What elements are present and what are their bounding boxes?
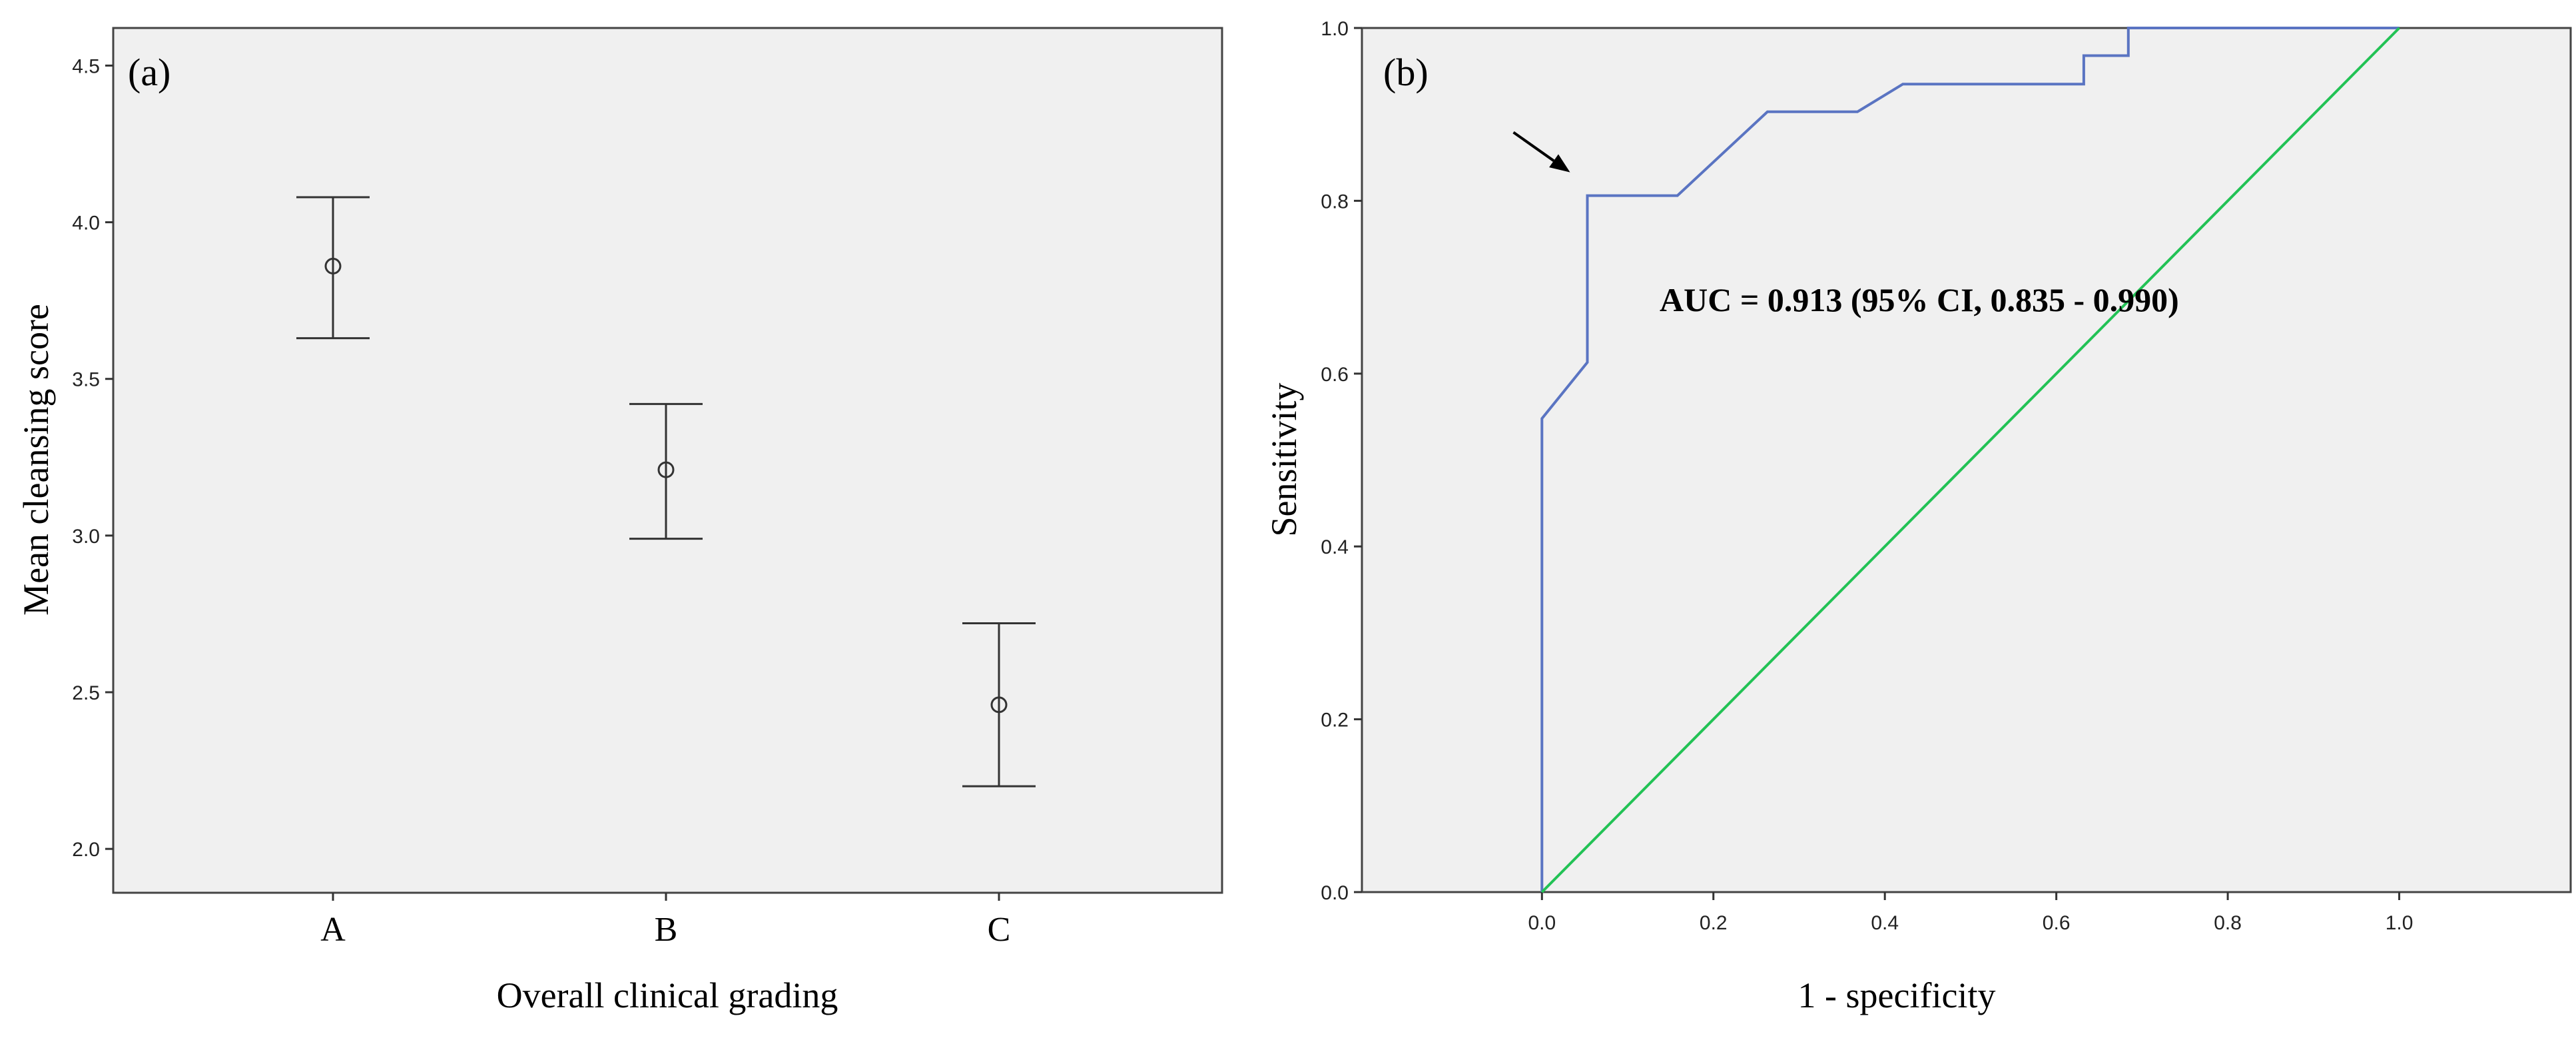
panel-b-x-tick-label: 0.4 xyxy=(1871,912,1899,934)
mean-marker-A xyxy=(324,257,342,274)
panel-b-y-tick-label: 0.4 xyxy=(1321,536,1349,558)
panel-b-arrow-head xyxy=(1549,154,1570,173)
panel-a-label: (a) xyxy=(128,51,170,94)
panel-b-y-tick-label: 0.6 xyxy=(1321,364,1349,386)
reference-diagonal xyxy=(1540,27,2401,893)
panel-b-x-tick-label: 0.6 xyxy=(2043,912,2071,934)
panel-a-plot-area xyxy=(112,27,1223,894)
panel-a-x-tick-label: C xyxy=(988,911,1011,949)
mean-marker-B xyxy=(657,461,675,478)
panel-a-error-bar-chart: 2.0 2.5 3.0 3.5 4.0 4.5 A B C (a) Overall clini… xyxy=(16,27,1223,1015)
panel-b-annotation-arrow xyxy=(1512,131,1555,162)
panel-a-y-tick-label: 3.5 xyxy=(72,369,100,391)
panel-a-y-tick-label: 3.0 xyxy=(72,526,100,548)
panel-b-y-tick-label: 0.8 xyxy=(1321,191,1349,213)
panel-a-y-axis-title: Mean cleansing score xyxy=(16,304,56,616)
panel-a-x-tick-label: B xyxy=(655,911,678,949)
panel-b-y-tick-label: 1.0 xyxy=(1321,18,1349,40)
panel-b-x-tick-label: 0.2 xyxy=(1700,912,1728,934)
panel-b-roc-chart: 0.0 0.2 0.4 0.6 0.8 1.0 0.0 0.2 0.4 0.6 0.8 1.0 (b… xyxy=(1264,18,2572,1015)
panel-b-x-tick-label: 0.8 xyxy=(2214,912,2242,934)
roc-curve xyxy=(1540,27,2400,892)
panel-b-y-tick-label: 0.2 xyxy=(1321,710,1349,732)
panel-a-y-tick-label: 4.0 xyxy=(72,213,100,235)
panel-a-y-tick-label: 2.0 xyxy=(72,839,100,861)
panel-b-curves xyxy=(1540,27,2401,893)
panel-b-x-axis-title: 1 - specificity xyxy=(1798,975,1996,1015)
panel-a-x-axis-ticks: A B C xyxy=(320,893,1010,949)
auc-annotation: AUC = 0.913 (95% CI, 0.835 - 0.990) xyxy=(1660,281,2179,318)
panel-b-y-axis-title: Sensitivity xyxy=(1264,382,1304,536)
panel-b-y-tick-label: 0.0 xyxy=(1321,882,1349,904)
panel-a-y-tick-label: 2.5 xyxy=(72,682,100,704)
panel-b-x-axis-ticks: 0.0 0.2 0.4 0.6 0.8 1.0 xyxy=(1528,892,2413,934)
panel-a-error-bars xyxy=(296,196,1036,787)
panel-a-x-axis-title: Overall clinical grading xyxy=(497,975,838,1015)
panel-b-label: (b) xyxy=(1383,51,1429,94)
panel-a-y-axis-ticks: 2.0 2.5 3.0 3.5 4.0 4.5 xyxy=(72,55,113,861)
panel-b-x-tick-label: 0.0 xyxy=(1528,912,1556,934)
panel-a-y-tick-label: 4.5 xyxy=(72,55,100,77)
mean-marker-C xyxy=(990,696,1008,714)
panel-a-x-tick-label: A xyxy=(320,911,346,949)
panel-b-y-axis-ticks: 0.0 0.2 0.4 0.6 0.8 1.0 xyxy=(1321,18,1362,904)
panel-b-plot-area xyxy=(1361,27,2572,893)
panel-b-x-tick-label: 1.0 xyxy=(2386,912,2414,934)
